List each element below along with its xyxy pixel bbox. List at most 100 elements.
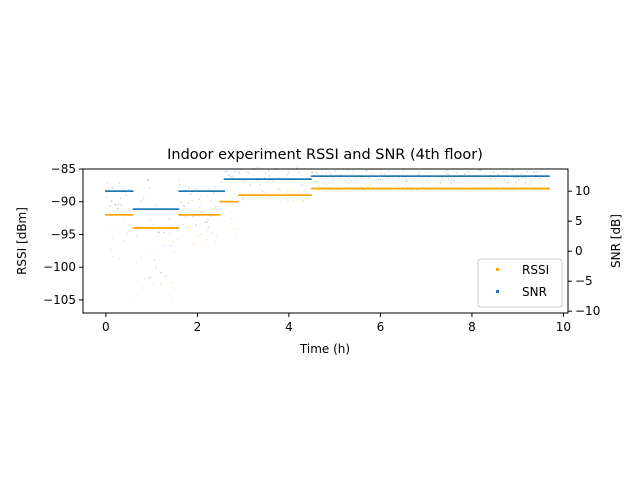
y-right-tick-label: 10	[575, 184, 590, 198]
snr-point	[272, 180, 274, 183]
snr-point	[479, 169, 481, 171]
snr-point	[157, 231, 159, 233]
snr-point	[281, 177, 283, 179]
snr-point	[515, 181, 517, 183]
x-tick-label: 6	[377, 320, 385, 334]
snr-point	[179, 214, 181, 216]
rssi-point	[364, 190, 366, 192]
snr-point	[222, 178, 225, 180]
y-left-tick-label: −90	[51, 195, 76, 209]
rssi-point	[112, 255, 114, 257]
rssi-point	[427, 186, 429, 188]
rssi-point	[464, 190, 466, 192]
rssi-point	[439, 182, 441, 185]
rssi-point	[143, 287, 145, 289]
y-axis-left-label: RSSI [dBm]	[15, 207, 29, 275]
rssi-point	[235, 228, 237, 230]
rssi-point	[338, 189, 340, 191]
snr-point	[181, 201, 183, 203]
rssi-point	[177, 239, 179, 241]
snr-point	[149, 277, 151, 279]
rssi-point	[308, 198, 310, 200]
snr-point	[143, 197, 145, 199]
snr-point	[334, 170, 336, 172]
rssi-point	[237, 200, 239, 203]
y-left-tick-label: −95	[51, 227, 76, 241]
rssi-point	[261, 196, 263, 198]
rssi-point	[417, 189, 419, 191]
snr-point	[215, 206, 217, 208]
rssi-point	[211, 232, 213, 234]
rssi-point	[463, 182, 465, 184]
rssi-point	[305, 188, 308, 190]
snr-point	[439, 181, 442, 183]
snr-point	[106, 182, 108, 184]
rssi-point	[263, 198, 265, 200]
snr-point	[419, 171, 421, 173]
snr-point	[120, 204, 122, 206]
snr-point	[179, 184, 181, 186]
rssi-point	[488, 190, 490, 192]
snr-point	[230, 176, 232, 178]
snr-point	[448, 173, 450, 176]
rssi-point	[439, 182, 442, 184]
snr-point	[245, 171, 247, 173]
snr-point	[221, 181, 223, 183]
rssi-point	[215, 241, 217, 243]
rssi-point	[148, 277, 150, 279]
snr-point	[105, 196, 108, 198]
snr-point	[149, 187, 151, 189]
rssi-point	[528, 183, 530, 185]
rssi-point	[492, 185, 494, 187]
snr-point	[268, 177, 270, 179]
rssi-point	[473, 183, 475, 185]
rssi-point	[506, 181, 508, 183]
rssi-point	[334, 191, 336, 193]
snr-point	[301, 184, 303, 186]
snr-point	[534, 171, 536, 173]
snr-point	[521, 173, 523, 175]
snr-point	[208, 188, 210, 190]
snr-point	[162, 245, 164, 247]
snr-point	[452, 179, 454, 181]
rssi-point	[259, 197, 261, 199]
rssi-point	[133, 297, 135, 299]
rssi-point	[477, 189, 479, 191]
rssi-point	[280, 200, 282, 202]
rssi-point	[305, 196, 307, 198]
rssi-point	[266, 192, 268, 194]
rssi-point	[399, 190, 401, 192]
rssi-point	[465, 184, 467, 186]
snr-point	[330, 174, 332, 176]
snr-point	[223, 190, 225, 192]
legend-rssi-marker	[496, 268, 499, 271]
rssi-point	[287, 190, 289, 192]
rssi-point	[126, 232, 128, 234]
y-right-tick-label: −10	[575, 304, 600, 318]
snr-point	[249, 184, 251, 186]
snr-point	[219, 208, 221, 210]
snr-point	[238, 172, 240, 174]
snr-point	[140, 200, 142, 202]
snr-point	[182, 223, 184, 225]
rssi-point	[304, 189, 306, 191]
rssi-point	[548, 187, 550, 190]
snr-point	[139, 227, 142, 229]
x-axis: 0 2 4 6 8 10	[102, 313, 571, 334]
snr-point	[513, 176, 515, 178]
snr-point	[466, 171, 468, 173]
snr-point	[111, 200, 113, 202]
snr-point	[530, 181, 532, 183]
rssi-point	[205, 195, 208, 197]
rssi-point	[233, 227, 235, 229]
snr-point	[353, 173, 355, 175]
rssi-point	[149, 247, 151, 249]
snr-point	[332, 179, 334, 181]
rssi-point	[383, 186, 385, 188]
rssi-point	[517, 183, 519, 185]
rssi-point	[109, 201, 112, 203]
snr-point	[147, 180, 149, 182]
snr-point	[536, 171, 538, 173]
rssi-point	[543, 186, 546, 188]
snr-point	[379, 178, 381, 180]
